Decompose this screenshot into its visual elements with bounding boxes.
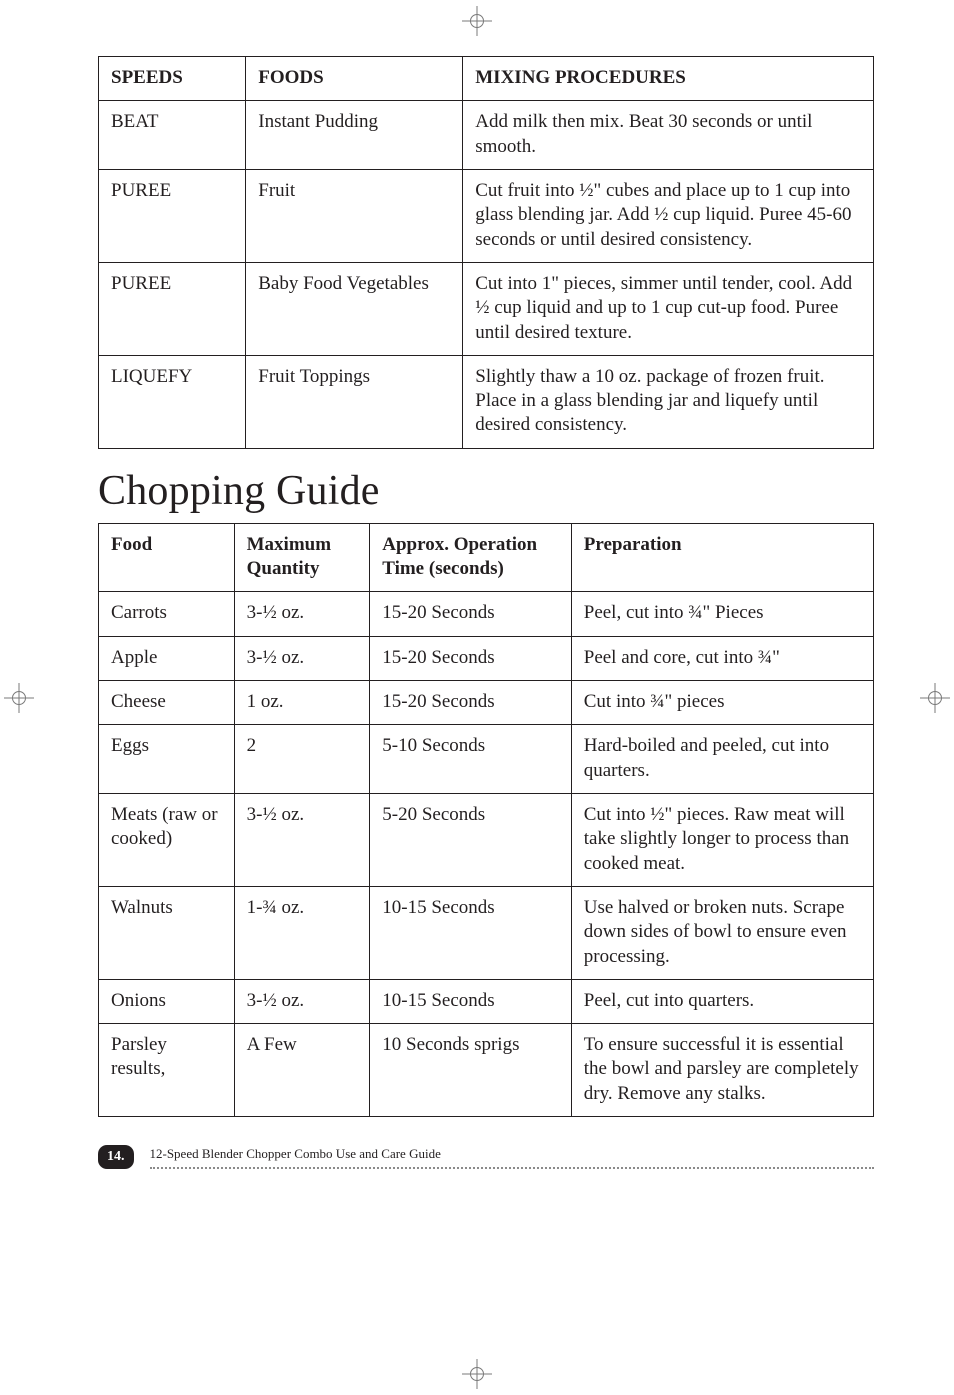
cell-qty: 1-¾ oz.	[234, 886, 370, 979]
cell-time: 15-20 Seconds	[370, 592, 572, 636]
cell-qty: 1 oz.	[234, 681, 370, 725]
cell-prep: To ensure successful it is essential the…	[571, 1024, 873, 1117]
cell-prep: Hard-boiled and peeled, cut into quarter…	[571, 725, 873, 794]
chopping-guide-table: Food Maximum Quantity Approx. Operation …	[98, 523, 874, 1117]
page-footer: 14. 12-Speed Blender Chopper Combo Use a…	[98, 1145, 874, 1169]
table-header-row: Food Maximum Quantity Approx. Operation …	[99, 523, 874, 592]
table-header-row: SPEEDS FOODS MIXING PROCEDURES	[99, 57, 874, 101]
cell-food: Walnuts	[99, 886, 235, 979]
col-time: Approx. Operation Time (seconds)	[370, 523, 572, 592]
cell-food: Eggs	[99, 725, 235, 794]
table-row: LIQUEFY Fruit Toppings Slightly thaw a 1…	[99, 355, 874, 448]
cell-speed: LIQUEFY	[99, 355, 246, 448]
cell-food: Cheese	[99, 681, 235, 725]
cell-qty: A Few	[234, 1024, 370, 1117]
cell-food: Baby Food Vegetables	[246, 262, 463, 355]
cell-time: 10-15 Seconds	[370, 979, 572, 1023]
cell-food: Carrots	[99, 592, 235, 636]
table-row: Walnuts 1-¾ oz. 10-15 Seconds Use halved…	[99, 886, 874, 979]
col-prep: Preparation	[571, 523, 873, 592]
cell-time: 15-20 Seconds	[370, 636, 572, 680]
footer-title: 12-Speed Blender Chopper Combo Use and C…	[150, 1146, 441, 1161]
cell-qty: 3-½ oz.	[234, 793, 370, 886]
cell-proc: Slightly thaw a 10 oz. package of frozen…	[463, 355, 874, 448]
cell-food: Instant Pudding	[246, 101, 463, 170]
table-row: Meats (raw or cooked) 3-½ oz. 5-20 Secon…	[99, 793, 874, 886]
cell-speed: BEAT	[99, 101, 246, 170]
cell-food: Meats (raw or cooked)	[99, 793, 235, 886]
registration-mark-bottom	[462, 1359, 492, 1389]
col-speeds: SPEEDS	[99, 57, 246, 101]
table-row: Carrots 3-½ oz. 15-20 Seconds Peel, cut …	[99, 592, 874, 636]
cell-qty: 2	[234, 725, 370, 794]
cell-prep: Cut into ¾" pieces	[571, 681, 873, 725]
col-mixing: MIXING PROCEDURES	[463, 57, 874, 101]
cell-time: 5-20 Seconds	[370, 793, 572, 886]
mixing-procedures-table: SPEEDS FOODS MIXING PROCEDURES BEAT Inst…	[98, 56, 874, 449]
cell-proc: Cut fruit into ½" cubes and place up to …	[463, 169, 874, 262]
cell-food: Apple	[99, 636, 235, 680]
table-row: Cheese 1 oz. 15-20 Seconds Cut into ¾" p…	[99, 681, 874, 725]
cell-qty: 3-½ oz.	[234, 979, 370, 1023]
cell-proc: Cut into 1" pieces, simmer until tender,…	[463, 262, 874, 355]
table-row: Onions 3-½ oz. 10-15 Seconds Peel, cut i…	[99, 979, 874, 1023]
cell-food: Parsley results,	[99, 1024, 235, 1117]
footer-dotted-rule	[150, 1167, 875, 1169]
cell-speed: PUREE	[99, 262, 246, 355]
cell-time: 10 Seconds sprigs	[370, 1024, 572, 1117]
table-row: Apple 3-½ oz. 15-20 Seconds Peel and cor…	[99, 636, 874, 680]
table-row: Parsley results, A Few 10 Seconds sprigs…	[99, 1024, 874, 1117]
table-row: Eggs 2 5-10 Seconds Hard-boiled and peel…	[99, 725, 874, 794]
chopping-guide-heading: Chopping Guide	[98, 467, 874, 515]
cell-food: Fruit Toppings	[246, 355, 463, 448]
cell-proc: Add milk then mix. Beat 30 seconds or un…	[463, 101, 874, 170]
cell-speed: PUREE	[99, 169, 246, 262]
col-food: Food	[99, 523, 235, 592]
cell-time: 10-15 Seconds	[370, 886, 572, 979]
table-row: BEAT Instant Pudding Add milk then mix. …	[99, 101, 874, 170]
page-number-badge: 14.	[98, 1145, 134, 1169]
cell-time: 5-10 Seconds	[370, 725, 572, 794]
cell-prep: Use halved or broken nuts. Scrape down s…	[571, 886, 873, 979]
cell-prep: Peel, cut into ¾" Pieces	[571, 592, 873, 636]
registration-mark-right	[920, 683, 950, 713]
col-qty: Maximum Quantity	[234, 523, 370, 592]
cell-prep: Peel and core, cut into ¾"	[571, 636, 873, 680]
table-row: PUREE Fruit Cut fruit into ½" cubes and …	[99, 169, 874, 262]
cell-prep: Peel, cut into quarters.	[571, 979, 873, 1023]
cell-qty: 3-½ oz.	[234, 636, 370, 680]
registration-mark-left	[4, 683, 34, 713]
cell-qty: 3-½ oz.	[234, 592, 370, 636]
cell-food: Onions	[99, 979, 235, 1023]
cell-prep: Cut into ½" pieces. Raw meat will take s…	[571, 793, 873, 886]
col-foods: FOODS	[246, 57, 463, 101]
registration-mark-top	[462, 6, 492, 36]
cell-food: Fruit	[246, 169, 463, 262]
cell-time: 15-20 Seconds	[370, 681, 572, 725]
table-row: PUREE Baby Food Vegetables Cut into 1" p…	[99, 262, 874, 355]
